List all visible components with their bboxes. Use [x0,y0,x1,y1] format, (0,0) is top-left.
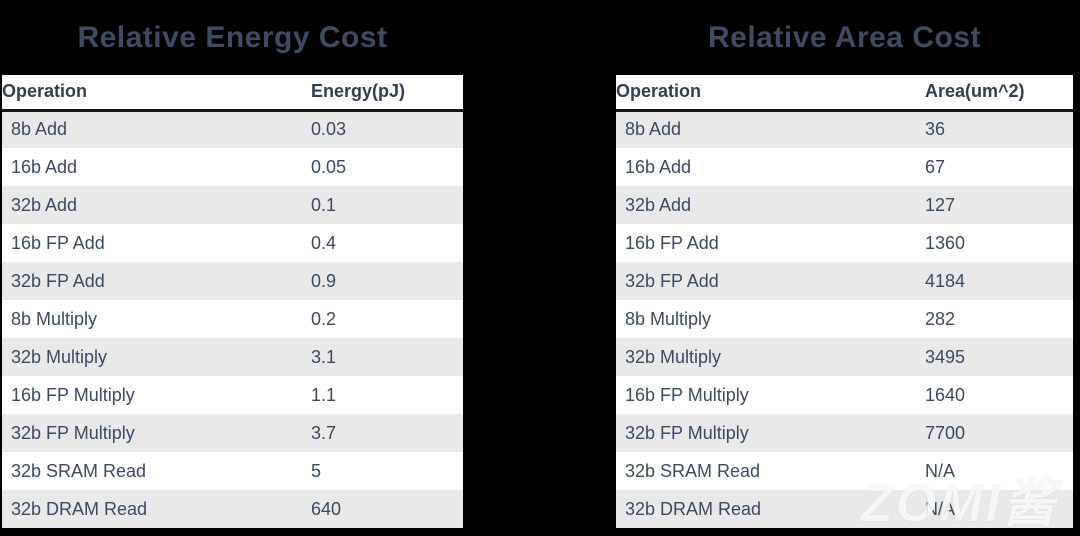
value-cell: N/A [925,452,1073,490]
value-cell: N/A [925,490,1073,528]
operation-cell: 16b Add [616,148,925,186]
operation-cell: 32b Add [616,186,925,224]
value-cell: 1360 [925,224,1073,262]
table-row: 16b FP Add1360 [616,224,1073,262]
area-table-body: 8b Add3616b Add6732b Add12716b FP Add136… [616,110,1073,528]
table-row: 32b Multiply3.1 [2,338,463,376]
table-row: 32b SRAM Read5 [2,452,463,490]
operation-cell: 16b FP Multiply [2,376,311,414]
value-cell: 36 [925,110,1073,148]
operation-cell: 32b Add [2,186,311,224]
table-row: 32b FP Add4184 [616,262,1073,300]
value-cell: 3495 [925,338,1073,376]
energy-cost-panel: Relative Energy Cost Operation Energy(pJ… [2,0,463,528]
operation-cell: 32b Multiply [616,338,925,376]
slide: Relative Energy Cost Operation Energy(pJ… [0,0,1080,536]
value-cell: 0.2 [311,300,463,338]
operation-cell: 8b Multiply [616,300,925,338]
value-cell: 67 [925,148,1073,186]
table-row: 32b FP Multiply7700 [616,414,1073,452]
operation-cell: 32b DRAM Read [616,490,925,528]
operation-cell: 32b FP Add [2,262,311,300]
table-row: 32b DRAM Read640 [2,490,463,528]
value-cell: 0.1 [311,186,463,224]
energy-table-title: Relative Energy Cost [2,0,463,75]
table-row: 8b Add0.03 [2,110,463,148]
energy-table-header-row: Operation Energy(pJ) [2,75,463,110]
table-row: 32b DRAM ReadN/A [616,490,1073,528]
operation-cell: 32b SRAM Read [616,452,925,490]
operation-cell: 8b Add [616,110,925,148]
value-cell: 127 [925,186,1073,224]
table-row: 32b SRAM ReadN/A [616,452,1073,490]
value-cell: 1640 [925,376,1073,414]
energy-cost-table: Operation Energy(pJ) 8b Add0.0316b Add0.… [2,75,463,528]
energy-operation-column-header: Operation [2,75,311,110]
operation-cell: 32b DRAM Read [2,490,311,528]
value-cell: 7700 [925,414,1073,452]
energy-table-body: 8b Add0.0316b Add0.0532b Add0.116b FP Ad… [2,110,463,528]
area-cost-panel: Relative Area Cost Operation Area(um^2) … [616,0,1073,528]
table-row: 16b FP Add0.4 [2,224,463,262]
value-cell: 0.9 [311,262,463,300]
area-cost-table: Operation Area(um^2) 8b Add3616b Add6732… [616,75,1073,528]
value-cell: 0.4 [311,224,463,262]
operation-cell: 32b SRAM Read [2,452,311,490]
operation-cell: 16b FP Add [2,224,311,262]
operation-cell: 8b Add [2,110,311,148]
table-row: 8b Multiply282 [616,300,1073,338]
table-row: 32b Multiply3495 [616,338,1073,376]
table-row: 32b Add0.1 [2,186,463,224]
value-cell: 640 [311,490,463,528]
value-cell: 5 [311,452,463,490]
table-row: 32b Add127 [616,186,1073,224]
table-row: 32b FP Multiply3.7 [2,414,463,452]
table-row: 8b Add36 [616,110,1073,148]
area-value-column-header: Area(um^2) [925,75,1073,110]
operation-cell: 32b Multiply [2,338,311,376]
table-row: 8b Multiply0.2 [2,300,463,338]
table-row: 16b Add67 [616,148,1073,186]
operation-cell: 16b Add [2,148,311,186]
area-table-header-row: Operation Area(um^2) [616,75,1073,110]
area-table-title: Relative Area Cost [616,0,1073,75]
table-row: 16b FP Multiply1.1 [2,376,463,414]
value-cell: 282 [925,300,1073,338]
value-cell: 1.1 [311,376,463,414]
value-cell: 0.03 [311,110,463,148]
operation-cell: 16b FP Add [616,224,925,262]
table-row: 16b Add0.05 [2,148,463,186]
area-operation-column-header: Operation [616,75,925,110]
operation-cell: 32b FP Multiply [2,414,311,452]
value-cell: 3.1 [311,338,463,376]
operation-cell: 32b FP Add [616,262,925,300]
operation-cell: 8b Multiply [2,300,311,338]
energy-value-column-header: Energy(pJ) [311,75,463,110]
operation-cell: 32b FP Multiply [616,414,925,452]
value-cell: 3.7 [311,414,463,452]
table-row: 16b FP Multiply1640 [616,376,1073,414]
value-cell: 4184 [925,262,1073,300]
table-row: 32b FP Add0.9 [2,262,463,300]
operation-cell: 16b FP Multiply [616,376,925,414]
value-cell: 0.05 [311,148,463,186]
